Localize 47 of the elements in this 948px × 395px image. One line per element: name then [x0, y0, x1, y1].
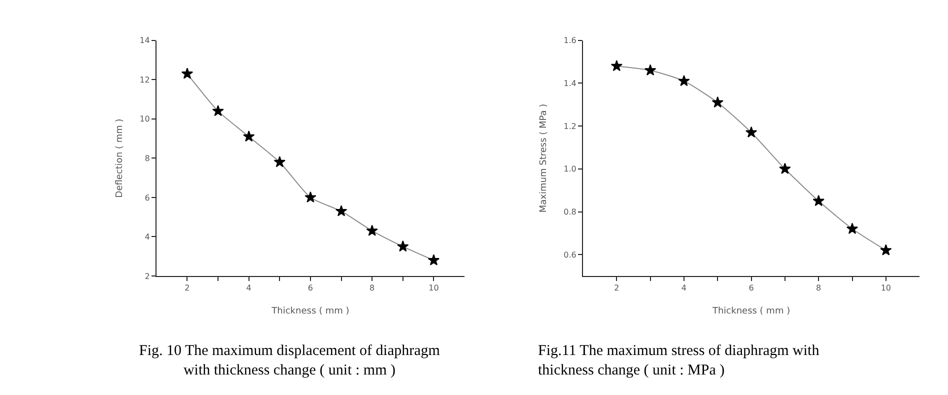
y-tick-label: 1.6	[564, 36, 576, 46]
x-tick-label: 6	[308, 284, 314, 293]
point	[644, 64, 656, 76]
y-axis-title: Deflection ( mm )	[114, 118, 125, 198]
y-tick-label: 1.4	[564, 79, 576, 88]
point	[880, 244, 892, 256]
point	[335, 205, 348, 216]
x-tick-label: 2	[184, 284, 190, 293]
point	[181, 68, 194, 79]
x-tick-label: 10	[880, 284, 892, 293]
y-tick-label: 10	[140, 114, 150, 124]
point	[243, 130, 255, 142]
x-tick-label: 4	[681, 284, 687, 293]
y-tick-label: 14	[140, 36, 150, 46]
y-tick-label: 4	[144, 232, 150, 242]
text: Fig. 10 The maximum displacement of diaphragm with thickness change ( unit : mm )	[139, 343, 440, 378]
y-axis-title: Maximum Stress ( MPa )	[539, 104, 550, 213]
x-tick-label: 8	[816, 284, 822, 293]
y-tick-label: 1.2	[564, 122, 576, 131]
point	[366, 224, 378, 236]
x-tick-label: 2	[614, 284, 620, 293]
point	[397, 240, 409, 252]
x-axis-title: Thickness ( mm )	[270, 306, 350, 316]
x-tick-label: 10	[428, 284, 439, 293]
point	[846, 222, 858, 234]
point	[779, 162, 791, 174]
point	[712, 96, 724, 108]
point	[812, 194, 824, 206]
point	[428, 254, 440, 266]
x-axis-title: Thickness ( mm )	[711, 306, 790, 316]
y-tick-label: 0.6	[564, 250, 576, 260]
point	[304, 191, 316, 202]
y-tick-label: 6	[144, 193, 150, 202]
point	[212, 104, 224, 116]
point	[274, 156, 286, 168]
x-tick-label: 6	[748, 284, 754, 293]
x-tick-label: 4	[246, 284, 252, 293]
point	[678, 74, 690, 86]
y-tick-label: 1.0	[564, 164, 576, 174]
point	[745, 126, 758, 138]
point	[610, 60, 622, 72]
y-tick-label: 2	[144, 272, 150, 281]
text: Fig.11 The maximum stress of diaphragm with thickness change ( unit : MPa )	[538, 343, 820, 378]
y-tick-label: 12	[140, 75, 150, 84]
x-tick-label: 8	[370, 284, 375, 293]
y-tick-label: 0.8	[564, 208, 576, 217]
y-tick-label: 8	[144, 154, 150, 163]
